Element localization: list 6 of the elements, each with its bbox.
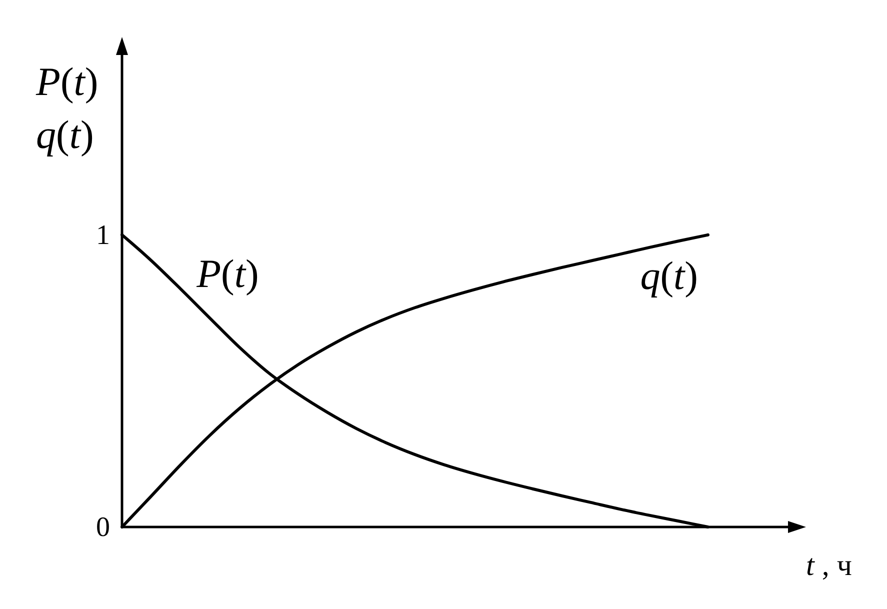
y-tick-label: 1 bbox=[96, 220, 110, 251]
y-axis-title: P(t) q(t) bbox=[35, 59, 98, 157]
x-axis-title: t , ч bbox=[806, 549, 852, 582]
series-label: q(t) bbox=[640, 252, 698, 298]
y-tick-label: 0 bbox=[96, 512, 110, 543]
series-label: P(t) bbox=[196, 250, 259, 296]
